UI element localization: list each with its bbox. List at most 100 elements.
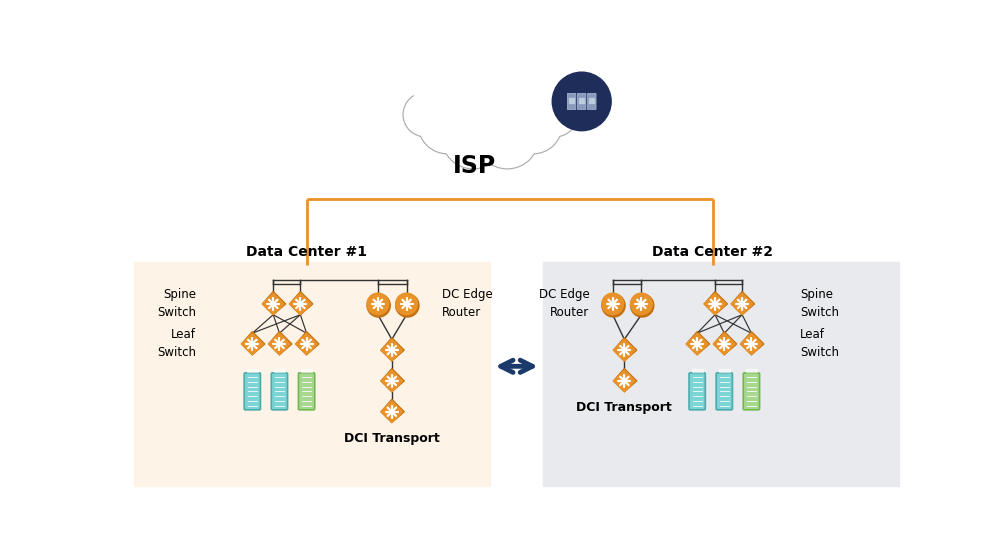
Polygon shape xyxy=(741,333,762,355)
Polygon shape xyxy=(262,292,285,315)
Circle shape xyxy=(744,337,759,351)
Bar xyxy=(691,368,703,372)
Polygon shape xyxy=(614,338,637,361)
Polygon shape xyxy=(614,370,635,392)
Circle shape xyxy=(631,293,652,315)
Circle shape xyxy=(418,95,477,154)
Circle shape xyxy=(245,337,260,351)
FancyBboxPatch shape xyxy=(743,373,760,410)
Polygon shape xyxy=(268,333,290,355)
Text: Leaf
Switch: Leaf Switch xyxy=(157,328,196,360)
Polygon shape xyxy=(705,292,728,315)
Polygon shape xyxy=(295,332,319,355)
Circle shape xyxy=(617,373,632,388)
FancyBboxPatch shape xyxy=(716,373,733,410)
Circle shape xyxy=(717,337,732,351)
Text: ISP: ISP xyxy=(454,154,496,178)
Circle shape xyxy=(384,373,399,388)
Polygon shape xyxy=(731,292,755,315)
Circle shape xyxy=(404,94,447,136)
Polygon shape xyxy=(262,293,284,315)
Polygon shape xyxy=(705,293,726,315)
Text: Spine
Switch: Spine Switch xyxy=(800,288,840,320)
Bar xyxy=(746,368,757,372)
Circle shape xyxy=(532,92,578,137)
Polygon shape xyxy=(268,332,292,355)
Polygon shape xyxy=(686,332,710,355)
Polygon shape xyxy=(614,368,637,392)
Circle shape xyxy=(384,343,399,358)
Text: DC Edge
Router: DC Edge Router xyxy=(538,288,590,320)
Circle shape xyxy=(367,294,390,317)
FancyBboxPatch shape xyxy=(244,373,260,410)
Circle shape xyxy=(396,293,417,315)
Circle shape xyxy=(463,90,517,145)
Circle shape xyxy=(292,296,308,311)
Polygon shape xyxy=(242,332,265,355)
FancyBboxPatch shape xyxy=(298,373,314,410)
Circle shape xyxy=(505,97,561,153)
Circle shape xyxy=(367,293,389,315)
Circle shape xyxy=(443,108,503,168)
Bar xyxy=(413,87,566,113)
Bar xyxy=(247,368,258,372)
Text: DCI Transport: DCI Transport xyxy=(344,432,439,445)
Bar xyxy=(580,100,584,103)
Bar xyxy=(543,262,899,486)
Circle shape xyxy=(552,72,611,131)
Circle shape xyxy=(384,404,399,419)
Bar xyxy=(570,100,574,103)
FancyBboxPatch shape xyxy=(588,94,596,109)
Polygon shape xyxy=(714,333,735,355)
Polygon shape xyxy=(381,339,402,361)
Polygon shape xyxy=(381,368,404,392)
Text: DCI Transport: DCI Transport xyxy=(577,401,672,414)
Polygon shape xyxy=(381,401,402,422)
Polygon shape xyxy=(295,333,318,355)
Polygon shape xyxy=(614,339,635,361)
Polygon shape xyxy=(289,292,312,315)
Polygon shape xyxy=(741,332,764,355)
Text: Leaf
Switch: Leaf Switch xyxy=(800,328,840,360)
FancyBboxPatch shape xyxy=(578,94,586,109)
Circle shape xyxy=(464,91,516,144)
Bar xyxy=(570,97,574,99)
Circle shape xyxy=(266,296,281,311)
Circle shape xyxy=(476,107,538,169)
Circle shape xyxy=(442,107,505,169)
Bar xyxy=(590,100,594,103)
Circle shape xyxy=(299,337,314,351)
Polygon shape xyxy=(242,333,263,355)
Polygon shape xyxy=(381,338,404,361)
Circle shape xyxy=(272,337,287,351)
Circle shape xyxy=(631,294,654,317)
Circle shape xyxy=(735,296,750,311)
Circle shape xyxy=(602,293,624,315)
Bar xyxy=(590,97,594,99)
Circle shape xyxy=(403,92,448,137)
Bar xyxy=(301,368,312,372)
Polygon shape xyxy=(686,333,708,355)
Bar xyxy=(580,97,584,99)
Circle shape xyxy=(477,108,537,168)
Bar xyxy=(134,262,490,486)
Circle shape xyxy=(396,294,419,317)
Text: Spine
Switch: Spine Switch xyxy=(157,288,196,320)
Circle shape xyxy=(617,343,632,358)
Circle shape xyxy=(708,296,723,311)
FancyBboxPatch shape xyxy=(568,94,576,109)
Text: Data Center #2: Data Center #2 xyxy=(652,245,773,258)
Circle shape xyxy=(504,95,562,154)
Polygon shape xyxy=(381,399,404,422)
Circle shape xyxy=(689,337,705,351)
Bar xyxy=(274,368,285,372)
Circle shape xyxy=(602,294,625,317)
FancyBboxPatch shape xyxy=(271,373,287,410)
Text: DC Edge
Router: DC Edge Router xyxy=(443,288,493,320)
Circle shape xyxy=(534,94,577,136)
Polygon shape xyxy=(731,293,753,315)
Bar xyxy=(719,368,730,372)
Polygon shape xyxy=(381,370,402,392)
Text: Data Center #1: Data Center #1 xyxy=(246,245,367,258)
Polygon shape xyxy=(714,332,737,355)
